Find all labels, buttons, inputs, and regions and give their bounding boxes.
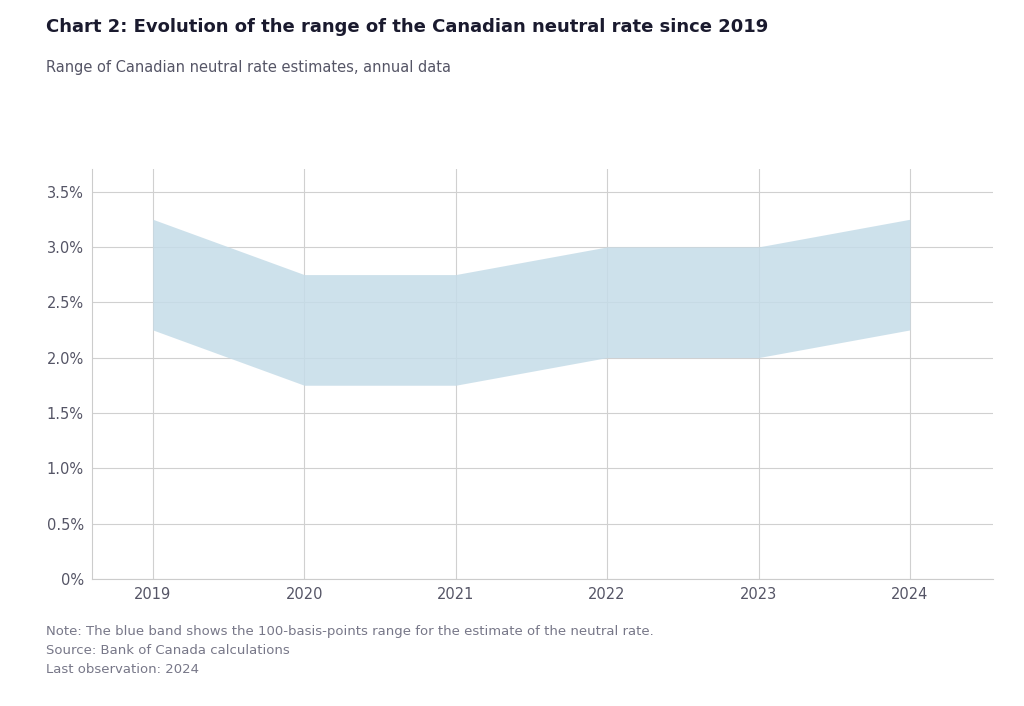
Text: Range of Canadian neutral rate estimates, annual data: Range of Canadian neutral rate estimates… bbox=[46, 60, 452, 75]
Text: Note: The blue band shows the 100-basis-points range for the estimate of the neu: Note: The blue band shows the 100-basis-… bbox=[46, 625, 654, 676]
Text: Chart 2: Evolution of the range of the Canadian neutral rate since 2019: Chart 2: Evolution of the range of the C… bbox=[46, 18, 768, 35]
